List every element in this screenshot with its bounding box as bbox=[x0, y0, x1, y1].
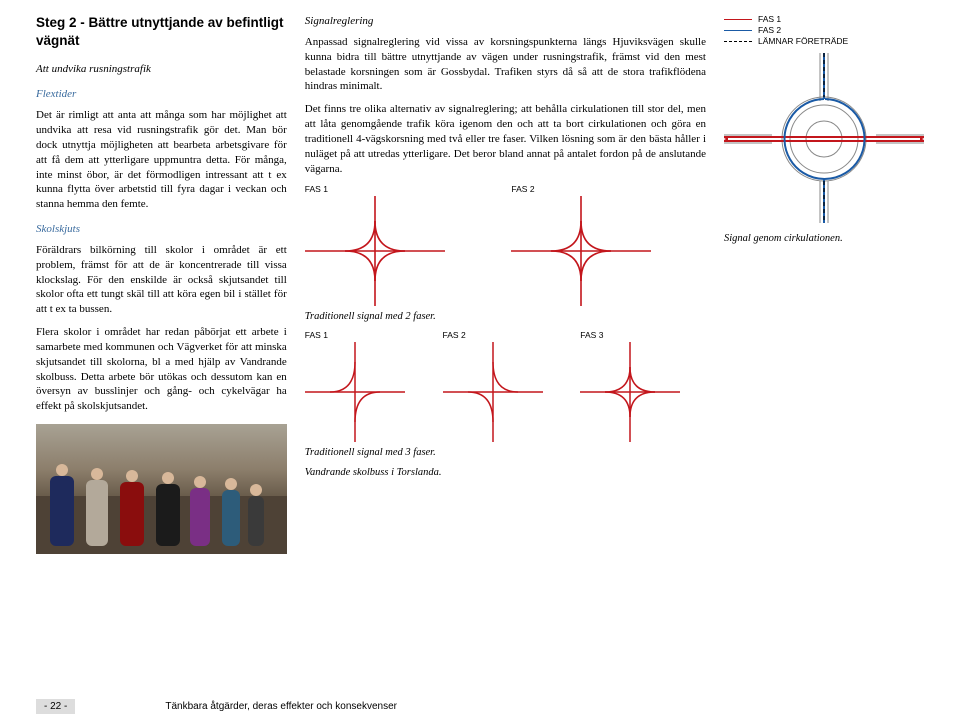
subhead-flextider: Flextider bbox=[36, 87, 287, 102]
cross-icon bbox=[443, 342, 543, 442]
footer-section: Tänkbara åtgärder, deras effekter och ko… bbox=[165, 701, 397, 712]
page-number: - 22 - bbox=[36, 699, 75, 714]
fas2-label-b: FAS 2 bbox=[443, 330, 569, 341]
cross-icon bbox=[305, 342, 405, 442]
subhead-skolskjuts: Skolskjuts bbox=[36, 222, 287, 237]
caption-3fas: Traditionell signal med 3 faser. bbox=[305, 446, 706, 460]
column-left: Steg 2 - Bättre utnyttjande av befintlig… bbox=[36, 14, 287, 554]
para-signal-2: Det finns tre olika alternativ av signal… bbox=[305, 102, 706, 176]
fas1-label: FAS 1 bbox=[305, 184, 500, 195]
caption-photo: Vandrande skolbuss i Torslanda. bbox=[305, 466, 706, 480]
fas1-label-b: FAS 1 bbox=[305, 330, 431, 341]
caption-2fas: Traditionell signal med 2 faser. bbox=[305, 310, 706, 324]
para-skolskjuts-2: Flera skolor i området har redan påbörja… bbox=[36, 325, 287, 414]
legend-fas1: FAS 1 bbox=[758, 14, 781, 25]
footer: - 22 - Tänkbara åtgärder, deras effekter… bbox=[36, 699, 924, 714]
legend-lf: LÄMNAR FÖRETRÄDE bbox=[758, 36, 848, 47]
cross-icon bbox=[511, 196, 651, 306]
fas2-label: FAS 2 bbox=[511, 184, 706, 195]
caption-roundabout: Signal genom cirkulationen. bbox=[724, 232, 924, 246]
doc-title: Steg 2 - Bättre utnyttjande av befintlig… bbox=[36, 14, 287, 50]
photo-skolbuss bbox=[36, 424, 287, 554]
legend: FAS 1 FAS 2 LÄMNAR FÖRETRÄDE bbox=[724, 14, 924, 47]
column-middle: Signalreglering Anpassad signalreglering… bbox=[305, 14, 706, 554]
legend-fas2: FAS 2 bbox=[758, 25, 781, 36]
fas3-label: FAS 3 bbox=[580, 330, 706, 341]
para-skolskjuts-1: Föräldrars bilkörning till skolor i områ… bbox=[36, 243, 287, 317]
cross-icon bbox=[580, 342, 680, 442]
subhead-signal: Signalreglering bbox=[305, 14, 706, 29]
subhead-rusning: Att undvika rusningstrafik bbox=[36, 62, 287, 77]
cross-icon bbox=[305, 196, 445, 306]
roundabout-icon bbox=[724, 53, 924, 223]
column-right: FAS 1 FAS 2 LÄMNAR FÖRETRÄDE bbox=[724, 14, 924, 554]
diagram-2fas: FAS 1 FAS 2 bbox=[305, 184, 706, 305]
diagram-3fas: FAS 1 FAS 2 FAS 3 bbox=[305, 330, 706, 441]
para-signal-1: Anpassad signalreglering vid vissa av ko… bbox=[305, 35, 706, 94]
para-flextider: Det är rimligt att anta att många som ha… bbox=[36, 108, 287, 212]
